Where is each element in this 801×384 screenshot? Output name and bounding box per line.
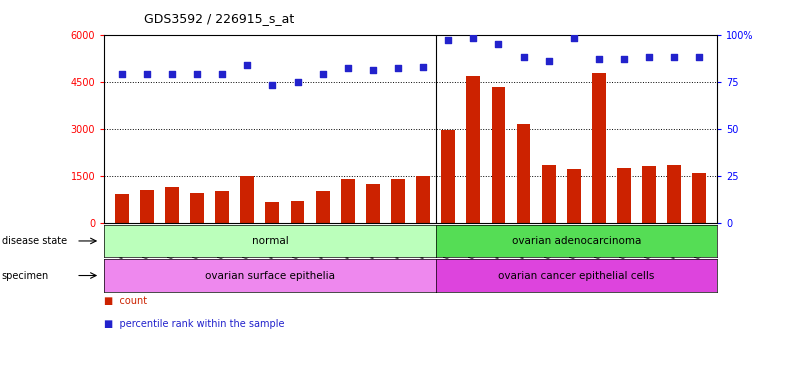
Bar xyxy=(517,124,530,223)
Text: normal: normal xyxy=(252,236,288,246)
Point xyxy=(542,58,555,64)
Text: GDS3592 / 226915_s_at: GDS3592 / 226915_s_at xyxy=(144,12,295,25)
Bar xyxy=(316,191,329,223)
Bar xyxy=(165,187,179,223)
Bar xyxy=(567,169,581,223)
Point xyxy=(241,61,254,68)
Text: specimen: specimen xyxy=(2,270,49,281)
Bar xyxy=(265,202,280,223)
Bar xyxy=(140,190,154,223)
Point xyxy=(517,54,530,60)
Bar xyxy=(492,87,505,223)
Bar xyxy=(115,195,129,223)
Point xyxy=(166,71,179,77)
Point xyxy=(215,71,228,77)
Text: ovarian surface epithelia: ovarian surface epithelia xyxy=(205,270,335,281)
Point xyxy=(316,71,329,77)
Point xyxy=(392,65,405,71)
Bar xyxy=(466,76,481,223)
Bar xyxy=(240,176,254,223)
Text: disease state: disease state xyxy=(2,236,66,246)
Point xyxy=(567,35,580,41)
Bar xyxy=(417,176,430,223)
Point xyxy=(291,79,304,85)
Bar xyxy=(340,179,355,223)
Bar xyxy=(592,73,606,223)
Point xyxy=(618,56,630,62)
Point xyxy=(642,54,655,60)
Point xyxy=(140,71,153,77)
Bar xyxy=(391,179,405,223)
Point xyxy=(191,71,203,77)
Text: ovarian cancer epithelial cells: ovarian cancer epithelial cells xyxy=(498,270,654,281)
Point xyxy=(693,54,706,60)
Bar xyxy=(441,130,455,223)
Text: ■  percentile rank within the sample: ■ percentile rank within the sample xyxy=(104,319,284,329)
Point xyxy=(467,35,480,41)
Point xyxy=(593,56,606,62)
Point xyxy=(442,37,455,43)
Bar xyxy=(692,173,706,223)
Point xyxy=(366,67,379,73)
Bar xyxy=(617,167,631,223)
Bar xyxy=(667,165,681,223)
Point xyxy=(492,41,505,47)
Point xyxy=(115,71,128,77)
Bar xyxy=(215,191,229,223)
Point xyxy=(341,65,354,71)
Bar xyxy=(366,184,380,223)
Bar xyxy=(291,201,304,223)
Point xyxy=(266,82,279,88)
Bar xyxy=(642,166,656,223)
Text: ovarian adenocarcinoma: ovarian adenocarcinoma xyxy=(512,236,641,246)
Point xyxy=(668,54,681,60)
Bar xyxy=(541,165,556,223)
Bar xyxy=(190,193,204,223)
Text: ■  count: ■ count xyxy=(104,296,147,306)
Point xyxy=(417,63,429,70)
